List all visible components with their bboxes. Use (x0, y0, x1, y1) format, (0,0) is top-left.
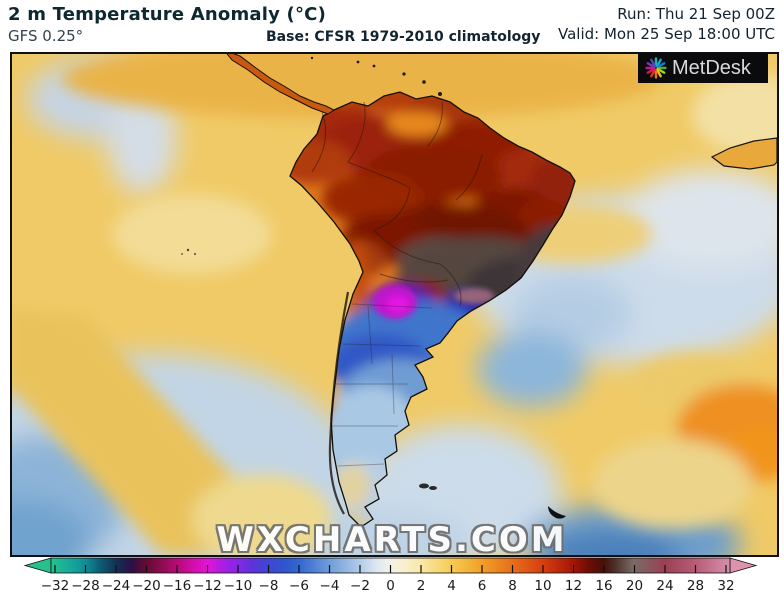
colorbar-left-arrow (23, 557, 52, 574)
central-america (226, 54, 335, 115)
colorbar-label: 10 (534, 578, 551, 594)
colorbar-label: 8 (508, 578, 517, 594)
colorbar-label: −4 (320, 578, 340, 594)
watermark: WXCHARTS.COM (216, 520, 568, 560)
colorbar-label: 4 (447, 578, 456, 594)
colorbar-label: −10 (224, 578, 253, 594)
colorbar-label: −6 (289, 578, 309, 594)
model-label: GFS 0.25° (8, 27, 84, 45)
temperature-anomaly-map (12, 54, 777, 555)
colorbar-label: −24 (102, 578, 131, 594)
colorbar-label: −2 (350, 578, 370, 594)
colorbar-label: −8 (259, 578, 279, 594)
colorbar-label: 0 (386, 578, 395, 594)
metdesk-logo-text: MetDesk (672, 56, 751, 79)
colorbar-ticks: −32 −28 −24 −20 −16 −12 −10 −8 −6 −4 −2 0 2 4 6 8 10 12 16… (41, 565, 735, 594)
islands (181, 56, 566, 519)
colorbar-label: 28 (687, 578, 704, 594)
africa-coast (710, 137, 777, 170)
colorbar-label: 20 (626, 578, 643, 594)
ocean-warm-patches (12, 54, 777, 555)
colorbar-label: 24 (656, 578, 673, 594)
colorbar-label: 32 (717, 578, 734, 594)
andes-ridge (328, 291, 350, 515)
province-borders (332, 303, 433, 467)
colorbar-label: 12 (565, 578, 582, 594)
climatology-base-label: Base: CFSR 1979-2010 climatology (266, 29, 541, 45)
colorbar-label: −20 (132, 578, 161, 594)
colorbar-label: −16 (163, 578, 192, 594)
valid-time-label: Valid: Mon 25 Sep 18:00 UTC (558, 25, 775, 43)
colorbar-label: 16 (595, 578, 612, 594)
colorbar-label: 6 (478, 578, 487, 594)
colorbar-label: −12 (193, 578, 222, 594)
colorbar-label: 2 (417, 578, 426, 594)
weather-map-canvas (10, 52, 779, 557)
colorbar-label: −32 (41, 578, 70, 594)
metdesk-logo: MetDesk (638, 53, 768, 83)
run-valid-block: Run: Thu 21 Sep 00Z Valid: Mon 25 Sep 18… (558, 4, 775, 44)
page-title: 2 m Temperature Anomaly (°C) (8, 4, 326, 25)
colorbar-label: −28 (71, 578, 100, 594)
colorbar: −32 −28 −24 −20 −16 −12 −10 −8 −6 −4 −2 0 2 4 6 8 10 12 16… (23, 557, 758, 594)
run-time-label: Run: Thu 21 Sep 00Z (617, 5, 775, 23)
country-borders (311, 101, 483, 307)
colorbar-right-arrow (729, 557, 758, 574)
starburst-icon (645, 57, 667, 79)
